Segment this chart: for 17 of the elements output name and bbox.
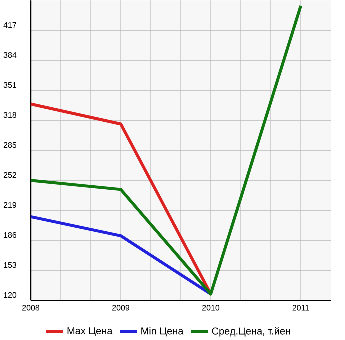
y-tick-label: 417: [4, 22, 16, 28]
y-tick-label: 186: [4, 232, 17, 238]
y-tick-label: 153: [4, 262, 17, 268]
y-tick-label: 219: [4, 202, 16, 208]
y-tick-label: 285: [4, 142, 17, 148]
x-tick-label: 2010: [202, 305, 220, 311]
legend-label: Сред.Цена, т.йен: [212, 327, 290, 337]
legend-label: Max Цена: [68, 327, 113, 336]
y-tick-label: 351: [4, 82, 16, 88]
x-tick-label: 2009: [112, 305, 130, 311]
x-tick-label: 2008: [22, 305, 40, 311]
y-tick-label: 120: [4, 292, 17, 298]
y-tick-label: 384: [4, 52, 17, 58]
y-tick-label: 252: [4, 172, 16, 178]
x-tick-label: 2011: [292, 305, 310, 311]
legend-label: Min Цена: [142, 327, 184, 337]
y-tick-label: 318: [4, 112, 17, 118]
